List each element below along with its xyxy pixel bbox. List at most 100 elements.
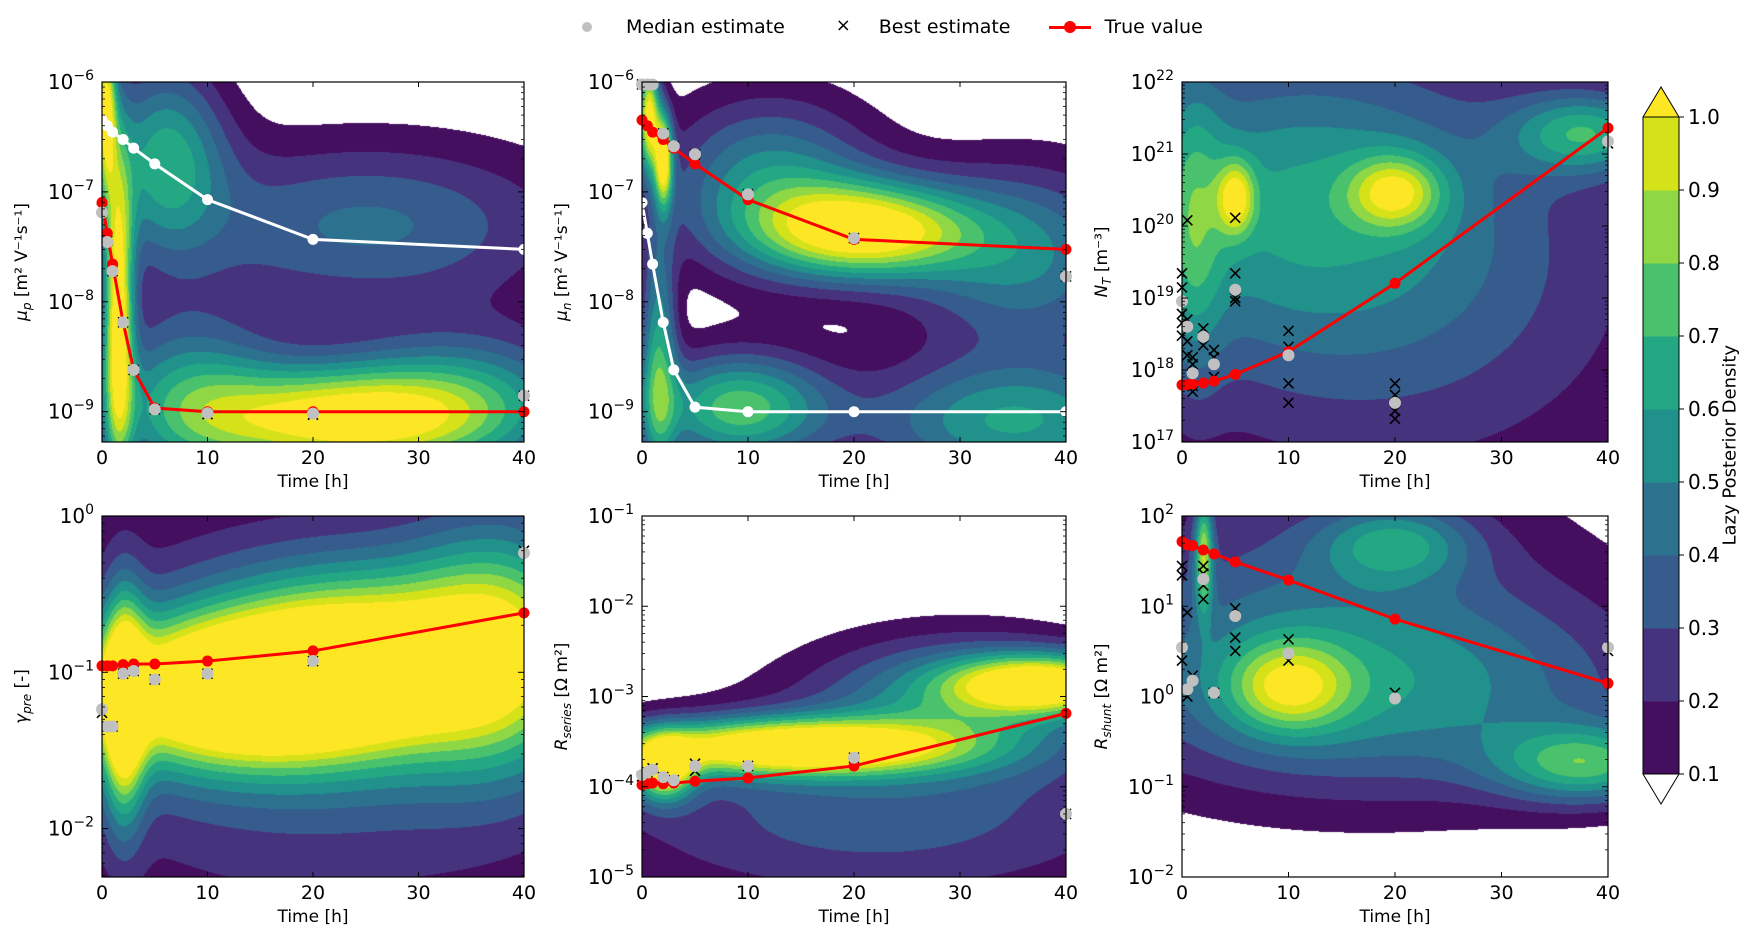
alt-series-point: [117, 133, 129, 145]
y-tick-label: 100: [1140, 683, 1174, 709]
y-tick-exponent: 21: [1156, 140, 1174, 156]
true-value-point: [1208, 548, 1220, 560]
y-tick-exponent: −7: [613, 178, 634, 194]
best-estimate-marker: [1229, 267, 1241, 279]
best-estimate-marker: [1389, 377, 1401, 390]
colorbar: 0.1 0.2 0.3 0.4 0.5 0.6 0.7 0.8 0.9 1.0: [1642, 86, 1720, 805]
y-tick-label: 1017: [1131, 428, 1174, 454]
legend-best-label: Best estimate: [878, 16, 1011, 38]
best-estimate-marker: [1187, 358, 1199, 370]
y-tick-exponent: −8: [613, 288, 634, 304]
colorbar-extend-max: [1642, 86, 1680, 118]
x-tick-label: 20: [842, 882, 866, 904]
y-tick-base: 10: [1131, 286, 1156, 310]
y-tick-exponent: −4: [613, 773, 634, 789]
x-tick-label: 10: [195, 882, 219, 904]
colorbar-tick-label: 0.9: [1688, 178, 1720, 202]
best-estimate-marker: [1229, 295, 1241, 307]
y-tick-exponent: 17: [1156, 428, 1174, 444]
y-label-symbol: R: [1092, 738, 1112, 750]
colorbar-tick-label: 1.0: [1688, 105, 1720, 129]
x-tick-label: 20: [1383, 447, 1407, 469]
y-tick-exponent: 0: [85, 502, 94, 518]
alt-series-point: [689, 401, 701, 413]
alt-series-point: [307, 233, 319, 245]
colorbar-tick-label: 0.7: [1688, 324, 1720, 348]
y-tick-base: 10: [1131, 358, 1156, 382]
median-estimate-point: [1389, 692, 1401, 705]
y-tick-base: 10: [1131, 142, 1156, 166]
y-tick-base: 10: [1140, 594, 1165, 618]
y-tick-exponent: −6: [73, 68, 94, 84]
alt-series-point: [848, 406, 860, 418]
colorbar-band: [1643, 190, 1679, 264]
y-tick-label: 10−8: [48, 288, 94, 314]
y-tick-label: 1022: [1131, 68, 1174, 94]
y-tick-base: 10: [1131, 214, 1156, 238]
y-tick-exponent: −1: [613, 502, 634, 518]
true-value-point: [848, 760, 860, 772]
median-estimate-point: [307, 407, 319, 420]
best-estimate-marker: [1229, 631, 1241, 644]
y-tick-exponent: −2: [1153, 863, 1174, 879]
y-tick-label: 10−1: [588, 502, 634, 528]
median-estimate-point: [201, 667, 214, 680]
true-value-point: [1229, 556, 1241, 568]
x-tick-label: 10: [736, 447, 760, 469]
true-value-point: [1208, 375, 1220, 387]
legend-true-label: True value: [1104, 16, 1203, 38]
y-tick-label: 10−2: [1128, 863, 1174, 889]
y-axis-label: μp [m² V⁻¹s⁻¹]: [12, 203, 34, 322]
x-tick-label: 30: [1489, 447, 1513, 469]
y-tick-exponent: −9: [73, 398, 94, 414]
median-estimate-point: [1207, 686, 1220, 699]
x-axis-label: Time [h]: [1358, 907, 1430, 927]
alt-series-point: [742, 406, 754, 418]
true-value-point: [1197, 544, 1209, 556]
x-axis-label: Time [h]: [276, 472, 348, 492]
y-label-units: [-]: [12, 669, 32, 694]
true-value-point: [1389, 277, 1401, 289]
alt-series-point: [107, 126, 119, 138]
true-value-point: [1197, 377, 1209, 389]
y-label-subscript: p: [20, 302, 34, 311]
y-tick-base: 10: [588, 685, 613, 709]
x-tick-label: 0: [636, 447, 648, 469]
median-estimate-point: [148, 673, 161, 686]
y-tick-base: 10: [1131, 70, 1156, 94]
median-estimate-point: [1197, 573, 1210, 586]
y-label-units: [m⁻³]: [1092, 226, 1112, 277]
x-tick-label: 30: [1489, 882, 1513, 904]
y-tick-base: 10: [1140, 685, 1165, 709]
x-tick-label: 20: [301, 447, 325, 469]
colorbar-tick-label: 0.8: [1688, 251, 1720, 275]
true-value-point: [1283, 574, 1294, 586]
median-estimate-point: [201, 407, 214, 420]
median-estimate-point: [1229, 283, 1242, 296]
y-tick-label: 10−3: [588, 683, 634, 709]
density-contour: [1182, 82, 1608, 442]
y-tick-base: 10: [60, 504, 85, 528]
y-tick-exponent: −2: [613, 592, 634, 608]
y-label-subscript: series: [560, 703, 574, 739]
x-tick-label: 20: [1383, 882, 1407, 904]
y-tick-base: 10: [48, 180, 73, 204]
y-tick-base: 10: [48, 817, 73, 841]
legend-item-best: × Best estimate: [823, 15, 1011, 38]
true-value-point: [149, 658, 161, 670]
y-tick-base: 10: [48, 70, 73, 94]
density-contour: [642, 516, 1066, 877]
median-estimate-point: [1181, 320, 1194, 333]
best-estimate-marker: [1181, 607, 1193, 619]
y-axis-label: μn [m² V⁻¹s⁻¹]: [552, 203, 574, 322]
alt-series-point: [202, 194, 213, 206]
x-axis-label: Time [h]: [817, 472, 889, 492]
median-estimate-point: [689, 759, 701, 772]
y-tick-exponent: −1: [1153, 773, 1174, 789]
y-tick-exponent: 2: [1165, 502, 1174, 518]
x-tick-label: 30: [406, 882, 430, 904]
x-tick-label: 40: [1596, 882, 1620, 904]
median-estimate-point: [848, 751, 860, 764]
